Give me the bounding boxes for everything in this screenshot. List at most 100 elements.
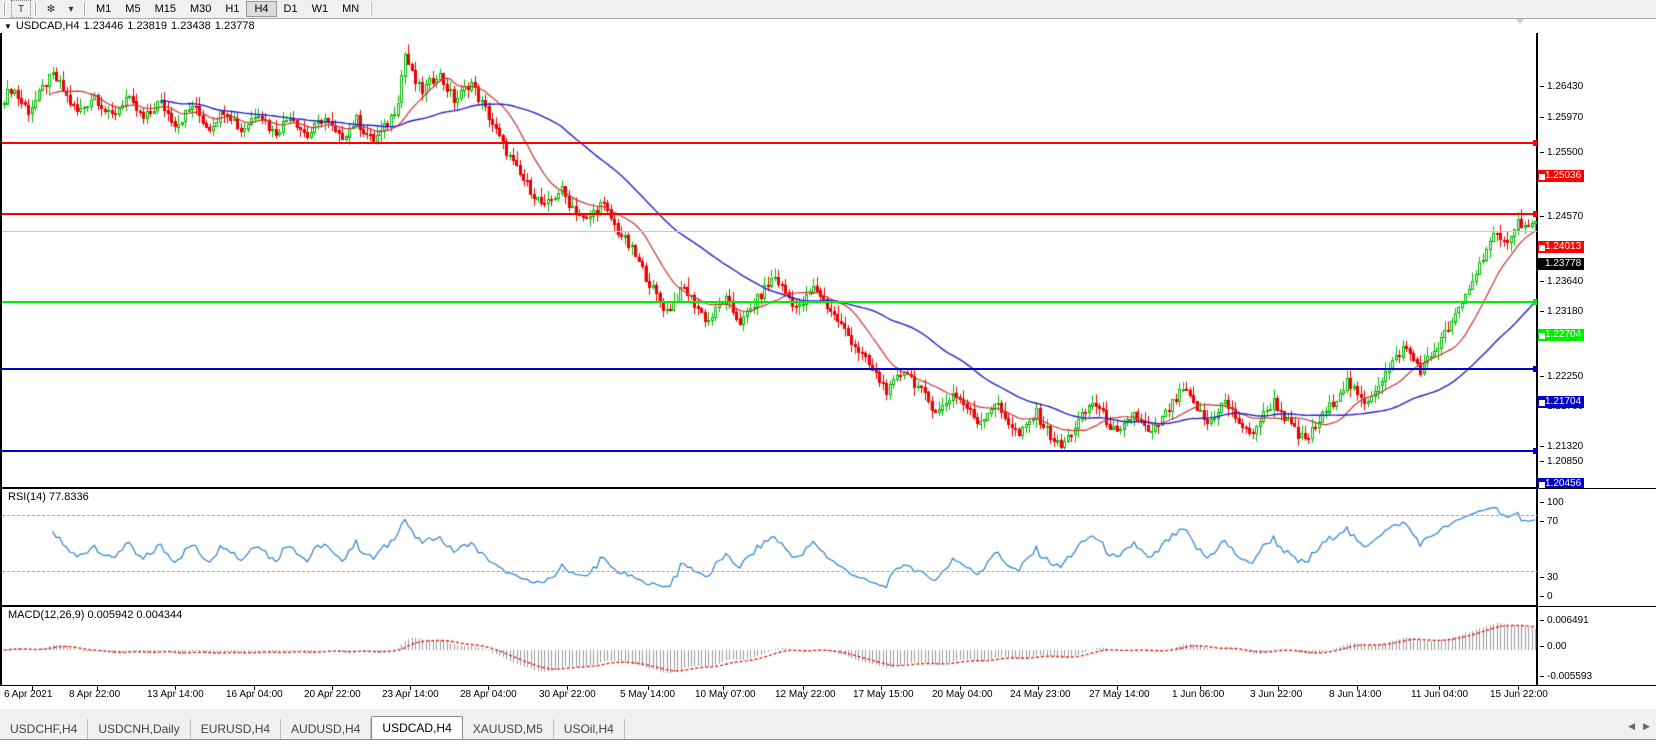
price-tick: 1.25500 [1540, 147, 1583, 158]
timeframe-d1[interactable]: D1 [283, 3, 298, 15]
price-tick: 1.23180 [1540, 306, 1583, 317]
price-chart-pane[interactable] [0, 33, 1539, 488]
level-value: 1.24013 [1545, 241, 1582, 252]
price-tick-label: 1.25500 [1547, 147, 1584, 158]
timeframe-mn[interactable]: MN [342, 3, 360, 15]
chart-tab-usdcad-h4[interactable]: USDCAD,H4 [371, 716, 463, 739]
time-tick [488, 686, 489, 690]
toolbar-grip-2[interactable] [34, 2, 37, 16]
rsi-tick-label: 0 [1547, 591, 1553, 602]
time-tick [32, 686, 33, 690]
level-value: 1.20456 [1545, 478, 1582, 489]
time-axis-label: 24 May 23:00 [1010, 689, 1071, 700]
timeframe-w1[interactable]: W1 [311, 3, 329, 15]
chart-scroll-arrow-icon[interactable] [1516, 19, 1524, 24]
rsi-tick: 30 [1540, 572, 1558, 583]
level-value: 1.22704 [1545, 329, 1582, 340]
time-axis-label: 13 Apr 14:00 [147, 689, 204, 700]
macd-tick: -0.005593 [1540, 671, 1592, 682]
level-value: 1.23778 [1545, 258, 1582, 269]
chart-menu-caret-icon[interactable]: ▼ [4, 21, 12, 31]
time-tick [567, 686, 568, 690]
macd-tick: 0.006491 [1540, 615, 1589, 626]
timeframe-h1[interactable]: H1 [225, 3, 240, 15]
macd-tick: 0.00 [1540, 641, 1566, 652]
timeframe-m1[interactable]: M1 [96, 3, 112, 15]
current-price-tag[interactable]: 1.23778 [1538, 258, 1585, 270]
rsi-pane[interactable]: RSI(14) 77.8336 [0, 488, 1539, 606]
chart-tabs-bar: USDCHF,H4 USDCNH,Daily EURUSD,H4 AUDUSD,H4 U… [0, 708, 1656, 752]
toolbar-grip[interactable] [3, 2, 6, 16]
time-tick [1038, 686, 1039, 690]
time-tick [1278, 686, 1279, 690]
quote-high: 1.23819 [127, 20, 168, 32]
support-level-blue-1-line[interactable] [2, 366, 1539, 372]
line-drag-handle[interactable] [1533, 299, 1539, 305]
main-toolbar: T ❇ ▾ M1 M5 M15 M30 H1 H4 D1 W1 MN [0, 0, 1656, 19]
level-value: 1.25036 [1545, 170, 1582, 181]
price-tick: 1.26430 [1540, 81, 1583, 92]
time-axis-label: 20 Apr 22:00 [304, 689, 361, 700]
time-tick [803, 686, 804, 690]
rsi-tick-label: 100 [1547, 497, 1564, 508]
level-handle[interactable] [1539, 482, 1545, 488]
chart-tab-usdcnh-daily[interactable]: USDCNH,Daily [88, 719, 191, 739]
support-level-blue-2-line[interactable] [2, 448, 1539, 454]
support-level-green[interactable]: 1.22704 [1538, 329, 1585, 341]
chevron-down-icon[interactable]: ▾ [68, 3, 74, 15]
timeframe-h4[interactable]: H4 [246, 1, 277, 17]
quote-low: 1.23438 [171, 20, 211, 32]
time-axis[interactable]: 6 Apr 2021 8 Apr 22:00 13 Apr 14:00 16 Apr … [0, 686, 1656, 709]
rsi-tick-label: 70 [1547, 516, 1559, 527]
time-axis-label: 17 May 15:00 [853, 689, 914, 700]
time-tick [648, 686, 649, 690]
line-drag-handle[interactable] [1533, 140, 1539, 146]
chart-tab-audusd-h4[interactable]: AUDUSD,H4 [281, 719, 372, 739]
level-value: 1.21704 [1545, 396, 1582, 407]
resistance-level-1-line[interactable] [2, 140, 1539, 146]
chart-tab-usdchf-h4[interactable]: USDCHF,H4 [0, 719, 89, 739]
tabs-scroll-right-icon[interactable]: ▶ [1643, 721, 1650, 731]
line-drag-handle[interactable] [1533, 448, 1539, 454]
chart-tab-xauusd-m5[interactable]: XAUUSD,M5 [463, 719, 554, 739]
support-level-blue-1[interactable]: 1.21704 [1538, 396, 1585, 408]
time-axis-label: 12 May 22:00 [775, 689, 836, 700]
price-tick-label: 1.23180 [1547, 306, 1584, 317]
price-tick-label: 1.20850 [1547, 456, 1584, 467]
level-handle[interactable] [1539, 245, 1545, 251]
line-drag-handle[interactable] [1533, 366, 1539, 372]
rsi-tick: 70 [1540, 516, 1558, 527]
price-tick-label: 1.21320 [1547, 441, 1584, 452]
templates-tool-icon[interactable]: ❇ [46, 3, 56, 15]
rsi-tick-label: 30 [1547, 572, 1559, 583]
chart-tab-usoil-h4[interactable]: USOil,H4 [554, 719, 625, 739]
time-tick [881, 686, 882, 690]
resistance-level-1[interactable]: 1.25036 [1538, 170, 1585, 182]
rsi-level-30 [2, 571, 1539, 572]
line-drag-handle[interactable] [1533, 211, 1539, 217]
crosshair-tool-icon[interactable]: T [11, 0, 31, 18]
support-level-blue-2[interactable]: 1.20456 [1538, 478, 1585, 490]
resistance-level-2[interactable]: 1.24013 [1538, 241, 1585, 253]
time-axis-label: 8 Apr 22:00 [69, 689, 121, 700]
support-level-green-line[interactable] [2, 299, 1539, 305]
timeframe-m15[interactable]: M15 [154, 3, 176, 15]
timeframe-m30[interactable]: M30 [189, 3, 212, 15]
price-scale[interactable]: 1.264301.259701.255001.245701.241101.236… [1537, 33, 1656, 507]
timeframe-m5[interactable]: M5 [125, 3, 141, 15]
price-tick: 1.22250 [1540, 371, 1583, 382]
tabs-scroll-left-icon[interactable]: ◀ [1628, 721, 1636, 731]
macd-pane[interactable]: MACD(12,26,9) 0.005942 0.004344 [0, 606, 1537, 686]
chart-tab-eurusd-h4[interactable]: EURUSD,H4 [191, 719, 282, 739]
time-tick [410, 686, 411, 690]
current-price-line [2, 231, 1539, 232]
resistance-level-2-line[interactable] [2, 211, 1539, 217]
time-axis-label: 6 Apr 2021 [4, 689, 53, 700]
price-candles-canvas[interactable] [2, 33, 1537, 486]
level-handle[interactable] [1539, 400, 1545, 406]
level-handle[interactable] [1539, 333, 1545, 339]
time-tick [175, 686, 176, 690]
toolbar-grip-3[interactable] [83, 2, 86, 16]
tabs-scroll-arrows[interactable]: ◀ ▶ [1628, 721, 1650, 732]
level-handle[interactable] [1539, 174, 1545, 180]
